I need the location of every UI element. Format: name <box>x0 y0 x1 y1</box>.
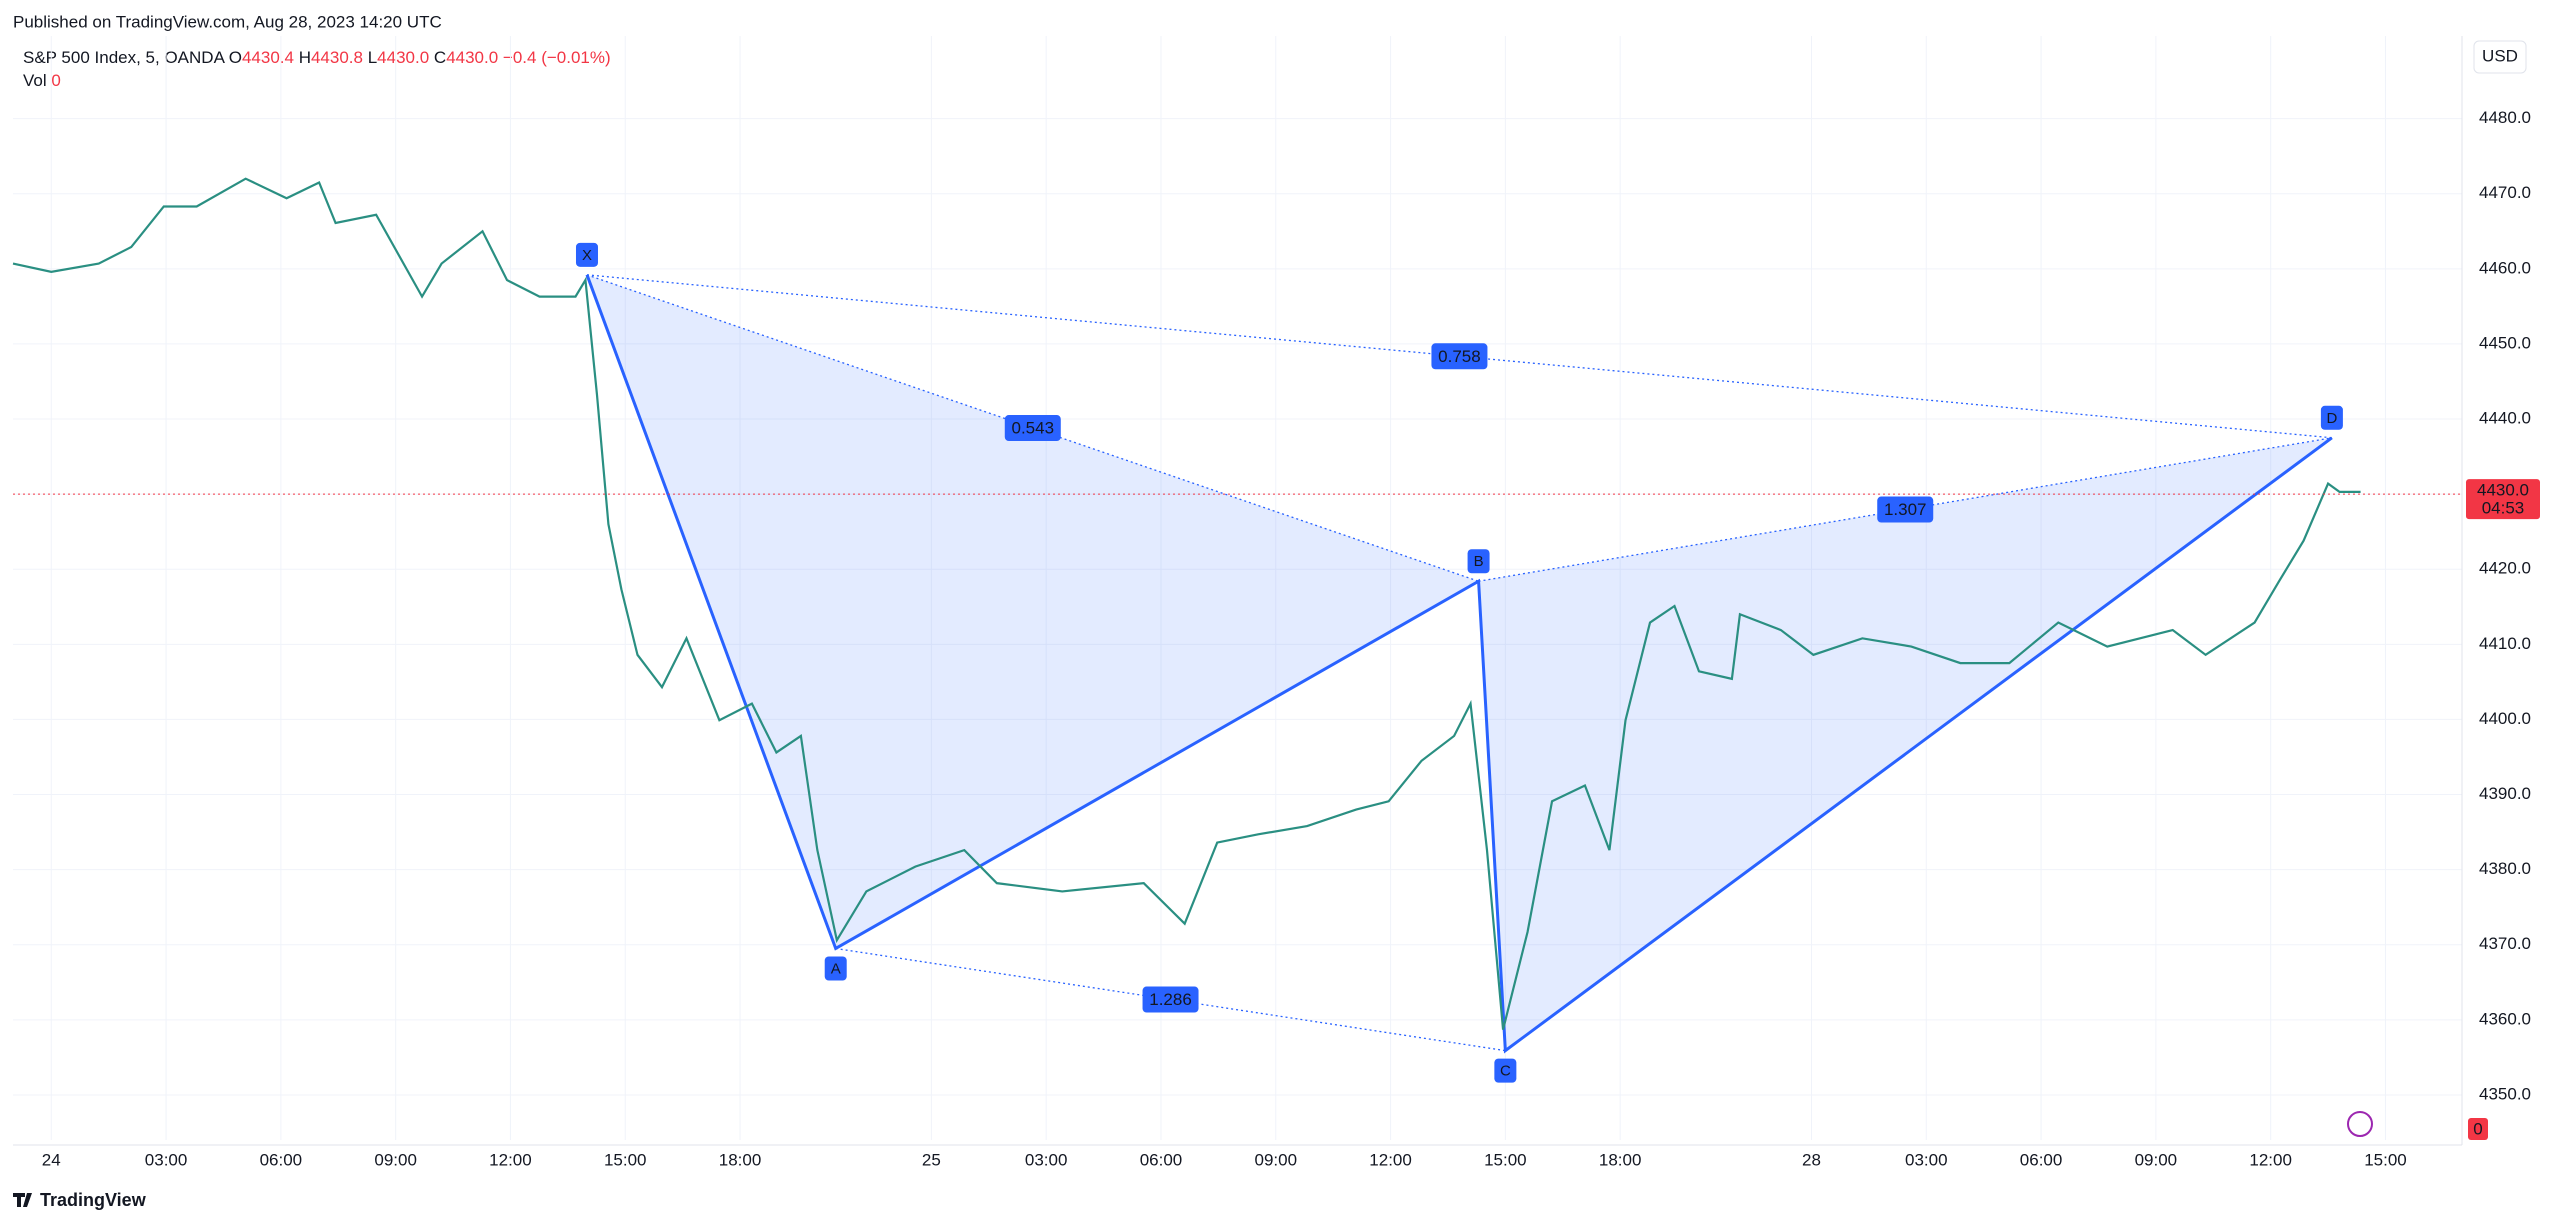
x-tick-label: 09:00 <box>1254 1150 1297 1169</box>
ohlc-label: O <box>229 48 242 67</box>
y-tick-label: 4400.0 <box>2479 709 2531 728</box>
x-tick-label: 06:00 <box>1140 1150 1183 1169</box>
point-label: D <box>2326 410 2337 427</box>
point-badge <box>824 956 847 981</box>
y-tick-label: 4480.0 <box>2479 108 2531 127</box>
x-tick-label: 09:00 <box>374 1150 417 1169</box>
point-badge <box>1494 1058 1517 1083</box>
x-tick-label: 03:00 <box>1905 1150 1948 1169</box>
ohlc-value: 4430.8 <box>311 48 363 67</box>
volume-badge <box>2468 1118 2488 1140</box>
y-tick-label: 4450.0 <box>2479 333 2531 352</box>
ohlc-label: L <box>368 48 377 67</box>
x-tick-label: 03:00 <box>145 1150 188 1169</box>
currency[interactable]: USD <box>2482 46 2518 65</box>
x-tick-label: 18:00 <box>1599 1150 1642 1169</box>
currency-button[interactable] <box>2473 40 2527 74</box>
ohlc-value: 4430.4 <box>242 48 294 67</box>
x-tick-label: 09:00 <box>2135 1150 2178 1169</box>
brand: TradingView <box>40 1190 147 1210</box>
change: −0.4 (−0.01%) <box>503 48 611 67</box>
y-tick-label: 4380.0 <box>2479 859 2531 878</box>
y-tick-label: 4350.0 <box>2479 1084 2531 1103</box>
point-badge <box>1467 549 1490 574</box>
last-price-box <box>2466 479 2540 520</box>
point-badge <box>575 242 598 267</box>
volume-value: 0 <box>51 71 60 90</box>
published-note: Published on TradingView.com, Aug 28, 20… <box>13 12 442 31</box>
brand-logo <box>13 1193 32 1207</box>
y-tick-label: 4390.0 <box>2479 784 2531 803</box>
x-tick-label: 24 <box>42 1150 61 1169</box>
x-tick-label: 06:00 <box>2020 1150 2063 1169</box>
alert-icon <box>2347 1111 2373 1137</box>
ohlc-label: C <box>434 48 446 67</box>
x-tick-label: 03:00 <box>1025 1150 1068 1169</box>
ohlc-value: 4430.0 <box>377 48 429 67</box>
x-tick-label: 06:00 <box>260 1150 303 1169</box>
y-tick-label: 4470.0 <box>2479 183 2531 202</box>
x-tick-label: 12:00 <box>489 1150 532 1169</box>
x-tick-label: 25 <box>922 1150 941 1169</box>
pattern-leg <box>585 274 2333 1054</box>
ratio-label: 0.758 <box>1438 347 1481 366</box>
point-label: A <box>831 960 841 977</box>
point-badge <box>2320 405 2343 430</box>
last-price-label: 4430.0 <box>2477 481 2529 500</box>
point-label: B <box>1474 553 1484 570</box>
ohlc-label: H <box>299 48 311 67</box>
point-label: C <box>1500 1063 1511 1080</box>
ratio-label: 1.286 <box>1149 990 1192 1009</box>
x-tick-label: 15:00 <box>604 1150 647 1169</box>
y-tick-label: 4410.0 <box>2479 634 2531 653</box>
symbol-title: S&P 500 Index, 5, OANDA <box>23 48 226 67</box>
ratio-label: 1.307 <box>1884 500 1927 519</box>
x-tick-label: 15:00 <box>1484 1150 1527 1169</box>
ratio-badge <box>1142 986 1199 1013</box>
volume-label: Vol <box>23 71 47 90</box>
y-tick-label: 4370.0 <box>2479 934 2531 953</box>
pattern-fill <box>586 274 1479 949</box>
ratio-badge <box>1431 343 1488 370</box>
y-tick-label: 4420.0 <box>2479 559 2531 578</box>
ratio-badge <box>1877 496 1934 523</box>
x-tick-label: 12:00 <box>1369 1150 1412 1169</box>
point-label: X <box>582 247 592 264</box>
ratio-line <box>1478 437 2333 582</box>
pattern-fill <box>1478 437 2332 1051</box>
y-tick-label: 4460.0 <box>2479 258 2531 277</box>
symbol-legend: S&P 500 Index, 5, OANDA O4430.4 H4430.8 … <box>23 48 611 67</box>
x-tick-label: 15:00 <box>2364 1150 2407 1169</box>
price-line <box>12 177 2361 1030</box>
ohlc-value: 4430.0 <box>446 48 498 67</box>
countdown: 04:53 <box>2482 499 2525 518</box>
ratio-label: 0.543 <box>1012 419 1055 438</box>
volume-badge-label: 0 <box>2473 1119 2482 1138</box>
plot: S&P 500 Index, 5, OANDA O4430.4 H4430.8 … <box>12 36 2540 1169</box>
ratio-badge <box>1004 415 1061 442</box>
x-tick-label: 18:00 <box>719 1150 762 1169</box>
y-tick-label: 4440.0 <box>2479 409 2531 428</box>
volume-legend: Vol 0 <box>23 71 61 90</box>
x-tick-label: 28 <box>1802 1150 1821 1169</box>
x-tick-label: 12:00 <box>2249 1150 2292 1169</box>
y-tick-label: 4360.0 <box>2479 1009 2531 1028</box>
